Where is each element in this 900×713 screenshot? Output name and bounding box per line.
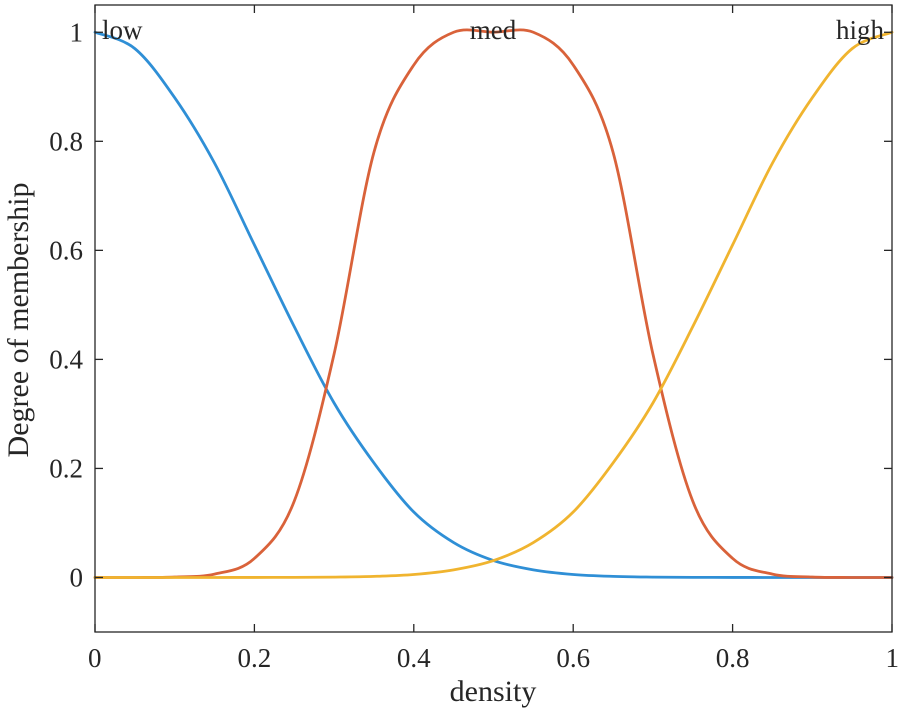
x-tick-label: 0.6 — [556, 643, 590, 673]
axes-box — [94, 4, 893, 633]
y-tick-label: 1 — [70, 17, 84, 47]
series-label-low: low — [102, 15, 143, 45]
series-group — [93, 28, 894, 579]
x-tick-label: 0.8 — [716, 643, 750, 673]
x-tick-label: 0.2 — [238, 643, 272, 673]
x-axis-label: density — [450, 675, 537, 708]
plot-area — [95, 5, 892, 632]
series-line-high — [93, 30, 894, 579]
y-tick-label: 0 — [70, 562, 84, 592]
series-label-med: med — [470, 15, 517, 45]
x-tick-label: 1 — [886, 643, 900, 673]
series-label-high: high — [836, 15, 885, 45]
y-tick-label: 0.8 — [49, 126, 83, 156]
series-line-med — [93, 28, 894, 579]
series-label-group: low med high — [102, 15, 884, 45]
y-tick-label: 0.4 — [49, 344, 83, 374]
x-tick-label: 0 — [88, 643, 102, 673]
series-line-low — [93, 30, 894, 579]
y-axis-label: Degree of membership — [2, 183, 35, 458]
tick-group: 0 0.2 0.4 0.6 0.8 1 0 0.2 0.4 0.6 0.8 1 — [49, 5, 899, 673]
y-tick-label: 0.2 — [49, 453, 83, 483]
x-tick-label: 0.4 — [397, 643, 431, 673]
y-tick-label: 0.6 — [49, 235, 83, 265]
